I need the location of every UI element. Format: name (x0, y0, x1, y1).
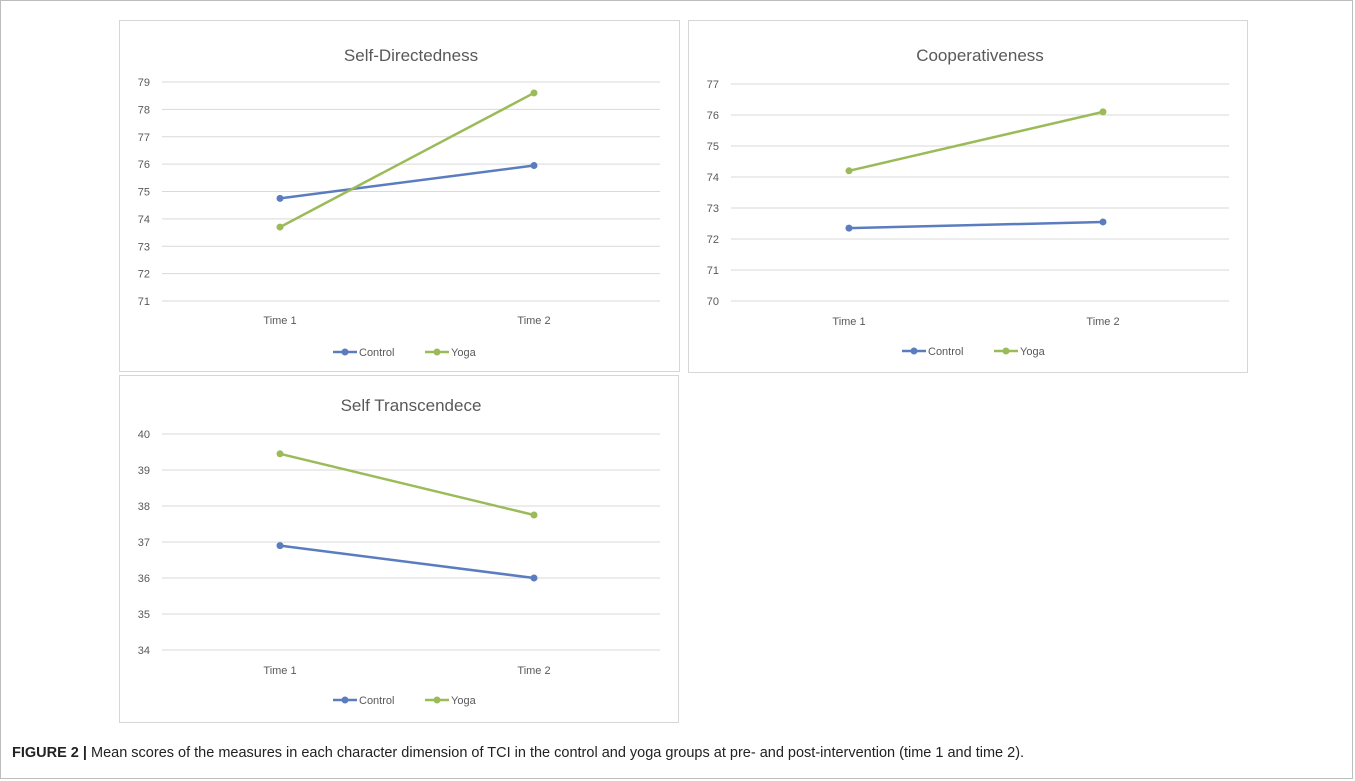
series-line-yoga (279, 452, 535, 517)
y-tick-label: 71 (707, 265, 719, 277)
y-tick-label: 72 (707, 234, 719, 246)
series-line-control (279, 164, 535, 200)
legend-label-control: Control (928, 346, 963, 358)
x-tick-label: Time 1 (832, 316, 865, 328)
x-tick-label: Time 1 (263, 665, 296, 677)
data-point-yoga (530, 89, 538, 97)
data-point-control (1099, 218, 1107, 226)
series-line-control (279, 544, 535, 580)
chart-cooperativeness: Cooperativeness 70 71 72 73 74 75 76 77 Time 1 Tim… (688, 20, 1248, 373)
caption-text: Mean scores of the measures in each char… (86, 745, 1025, 761)
x-tick-label: Time 2 (517, 315, 550, 327)
legend-label-yoga: Yoga (1020, 346, 1046, 358)
chart-svg: Cooperativeness 70 71 72 73 74 75 76 77 Time 1 Tim… (707, 46, 1229, 358)
y-tick-label: 35 (138, 609, 150, 621)
y-tick-label: 73 (138, 241, 150, 253)
legend-label-yoga: Yoga (451, 695, 477, 707)
y-tick-label: 77 (138, 132, 150, 144)
data-point-yoga (845, 167, 853, 175)
y-tick-label: 78 (138, 104, 150, 116)
chart-title: Cooperativeness (916, 46, 1044, 65)
data-point-control (530, 574, 538, 582)
y-tick-label: 74 (707, 172, 719, 184)
y-tick-label: 37 (138, 537, 150, 549)
y-tick-label: 76 (138, 159, 150, 171)
data-point-yoga (276, 223, 284, 231)
data-point-control (276, 542, 284, 550)
chart-title: Self-Directedness (344, 46, 478, 65)
legend-label-control: Control (359, 695, 394, 707)
x-tick-label: Time 1 (263, 315, 296, 327)
chart-self-directedness: Self-Directedness 71 72 73 74 75 76 77 78 79 Time … (119, 20, 680, 372)
legend-label-yoga: Yoga (451, 347, 477, 359)
y-tick-label: 70 (707, 296, 719, 308)
y-tick-label: 36 (138, 573, 150, 585)
y-tick-label: 39 (138, 465, 150, 477)
legend-marker-control (341, 696, 349, 704)
chart-svg: Self Transcendece 34 35 36 37 38 39 40 Time 1 Tim… (138, 396, 660, 707)
data-point-control (530, 161, 538, 169)
chart-title: Self Transcendece (341, 396, 482, 415)
y-tick-label: 76 (707, 110, 719, 122)
data-point-yoga (276, 450, 284, 458)
series-line-yoga (848, 110, 1104, 173)
y-tick-label: 74 (138, 214, 150, 226)
y-tick-label: 79 (138, 77, 150, 89)
legend-marker-yoga (1002, 347, 1010, 355)
figure-caption: FIGURE 2 | Mean scores of the measures i… (12, 745, 1347, 761)
data-point-yoga (530, 511, 538, 519)
y-tick-label: 72 (138, 269, 150, 281)
chart-svg: Self-Directedness 71 72 73 74 75 76 77 78 79 Time … (138, 46, 660, 359)
x-tick-label: Time 2 (517, 665, 550, 677)
series-line-control (848, 220, 1104, 230)
chart-self-transcendence: Self Transcendece 34 35 36 37 38 39 40 Time 1 Tim… (119, 375, 679, 723)
y-tick-label: 73 (707, 203, 719, 215)
y-tick-label: 38 (138, 501, 150, 513)
data-point-control (845, 224, 853, 232)
legend-marker-control (341, 348, 349, 356)
y-tick-label: 34 (138, 645, 150, 657)
legend-marker-yoga (433, 348, 441, 356)
data-point-control (276, 194, 284, 202)
y-tick-label: 40 (138, 429, 150, 441)
series-line-yoga (279, 91, 535, 229)
y-tick-label: 77 (707, 79, 719, 91)
y-tick-label: 71 (138, 296, 150, 308)
legend-label-control: Control (359, 347, 394, 359)
y-tick-label: 75 (707, 141, 719, 153)
legend-marker-control (910, 347, 918, 355)
x-tick-label: Time 2 (1086, 316, 1119, 328)
y-tick-label: 75 (138, 187, 150, 199)
caption-label: FIGURE 2 | (12, 745, 87, 761)
legend-marker-yoga (433, 696, 441, 704)
data-point-yoga (1099, 108, 1107, 116)
